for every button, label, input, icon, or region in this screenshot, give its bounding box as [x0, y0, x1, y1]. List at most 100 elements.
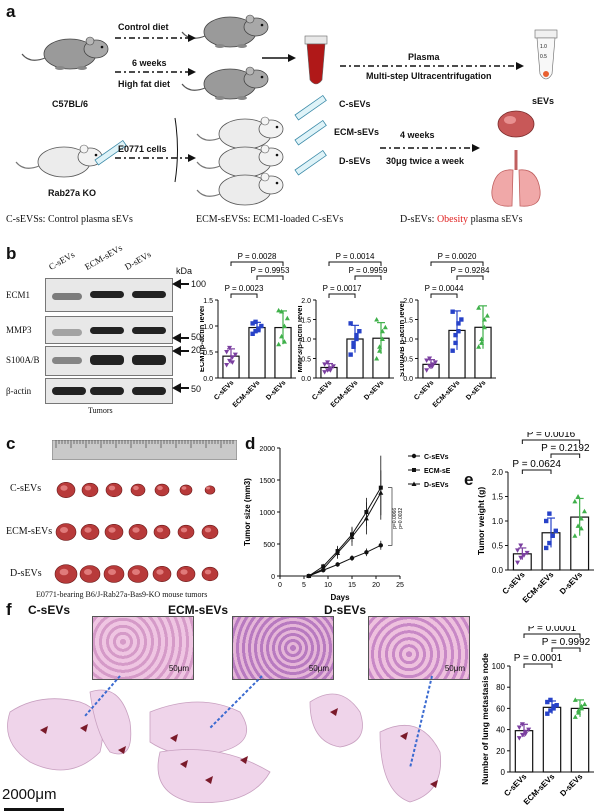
significance-bracket: [328, 261, 382, 266]
legend-d-obesity: Obesity: [436, 214, 469, 225]
data-point: [348, 321, 353, 326]
category-label: ECM-sEVs: [522, 772, 557, 807]
y-tick-label: 0: [501, 768, 506, 777]
category-label: ECM-sEVs: [330, 379, 360, 409]
y-tick-label: 0.5: [203, 350, 213, 357]
data-point: [382, 324, 388, 330]
data-point: [354, 336, 359, 342]
data-point: [578, 525, 584, 531]
tumor-highlight: [206, 486, 210, 490]
significance-bracket: [551, 647, 581, 652]
y-tick-label: 1.5: [203, 298, 213, 305]
series-line-ECM-sEVs: [308, 487, 382, 577]
blot-beta-actin: [45, 378, 173, 404]
chart-tumor-weight: 0.0 0.5 1.0 1.5 2.0 Tumor weight (g) C-sEVsECM…: [476, 432, 594, 605]
data-point: [327, 368, 333, 373]
label-ultracentrifugation: Multi-step Ultracentrifugation: [366, 71, 492, 81]
tumor-highlight: [156, 527, 164, 533]
data-point: [450, 309, 455, 314]
data-point: [229, 360, 235, 365]
data-point: [427, 356, 433, 361]
p-value-label: P = 0.0001: [514, 653, 563, 664]
data-point: [450, 348, 455, 353]
x-tick-label: 5: [302, 582, 306, 589]
data-point: [281, 339, 287, 344]
x-tick-label: 0: [278, 582, 282, 589]
data-point: [516, 736, 522, 741]
data-point: [227, 358, 233, 364]
data-point: [453, 340, 458, 346]
y-tick-label: 1.0: [403, 337, 413, 344]
y-tick-label: 1.0: [301, 337, 311, 344]
data-point: [351, 344, 356, 349]
data-point: [544, 518, 549, 524]
y-axis-label: S100A/B β-actin level: [400, 301, 406, 377]
panel-c-label: c: [6, 434, 16, 453]
lane-label-c: C-sEVs: [47, 249, 77, 272]
label-c57bl6: C57BL/6: [52, 99, 89, 109]
p-annotation: p=0.0032: [398, 508, 404, 529]
data-point: [357, 329, 362, 334]
lane-label-ecm: ECM-sEVs: [83, 242, 124, 272]
tumor-highlight: [84, 485, 92, 491]
label-four-weeks: 4 weeks: [400, 130, 435, 140]
marker-20: 20: [191, 345, 202, 355]
panel-b-label: b: [6, 244, 17, 263]
significance-bracket: [523, 633, 581, 638]
tumor-highlight: [181, 486, 187, 490]
data-point: [276, 307, 282, 313]
data-point: [224, 350, 230, 355]
label-six-weeks: 6 weeks: [132, 58, 167, 68]
inset-scale-c: 50μm: [168, 664, 189, 673]
y-tick-label: 60: [496, 704, 505, 713]
legend-d-sevs: D-sEVs: Obesity plasma sEVs: [400, 214, 523, 225]
kda-label: kDa: [176, 266, 193, 276]
panel-f-label: f: [6, 600, 12, 619]
data-point: [364, 550, 369, 555]
data-point: [545, 711, 550, 716]
y-tick-label: 1.5: [492, 493, 504, 502]
data-point: [481, 324, 487, 330]
data-point: [578, 516, 584, 521]
tumor-highlight: [108, 569, 116, 575]
data-point: [453, 332, 458, 338]
significance-bracket: [550, 453, 581, 458]
data-point: [581, 508, 587, 514]
data-point: [550, 533, 555, 538]
data-point: [424, 368, 430, 373]
significance-bracket: [354, 275, 382, 280]
row-label-d: D-sEVs: [10, 568, 42, 579]
data-point: [572, 533, 578, 538]
data-point: [476, 344, 482, 349]
data-point: [575, 494, 581, 499]
data-point: [429, 364, 435, 369]
syringe-icon: [294, 95, 327, 121]
data-point: [325, 360, 331, 365]
legend-marker: [411, 453, 417, 459]
legend-d-suffix: plasma sEVs: [468, 214, 523, 225]
data-point: [582, 701, 588, 707]
data-point: [515, 548, 521, 553]
data-point: [276, 341, 282, 347]
protein-ecm1: ECM1: [6, 290, 31, 300]
mouse-group1-icon: [196, 116, 284, 150]
data-point: [354, 332, 359, 338]
label-plasma: Plasma: [408, 52, 440, 62]
tumor-highlight: [156, 569, 164, 575]
p-value-label: P = 0.0016: [527, 432, 576, 440]
data-point: [554, 703, 559, 708]
data-point: [484, 313, 490, 318]
protein-s100ab: S100A/B: [6, 355, 40, 365]
y-axis-label: Number of lung metastasis node: [480, 653, 490, 785]
significance-bracket: [430, 261, 484, 266]
mouse-group2-icon: [196, 144, 284, 178]
p-value-label: P = 0.0017: [323, 284, 362, 293]
data-point: [259, 323, 264, 329]
category-label: C-sEVs: [311, 379, 333, 401]
data-point: [479, 336, 485, 341]
inset-scale-ecm: 50μm: [308, 664, 329, 673]
data-point: [253, 329, 258, 334]
y-tick-label: 1.5: [403, 318, 413, 325]
